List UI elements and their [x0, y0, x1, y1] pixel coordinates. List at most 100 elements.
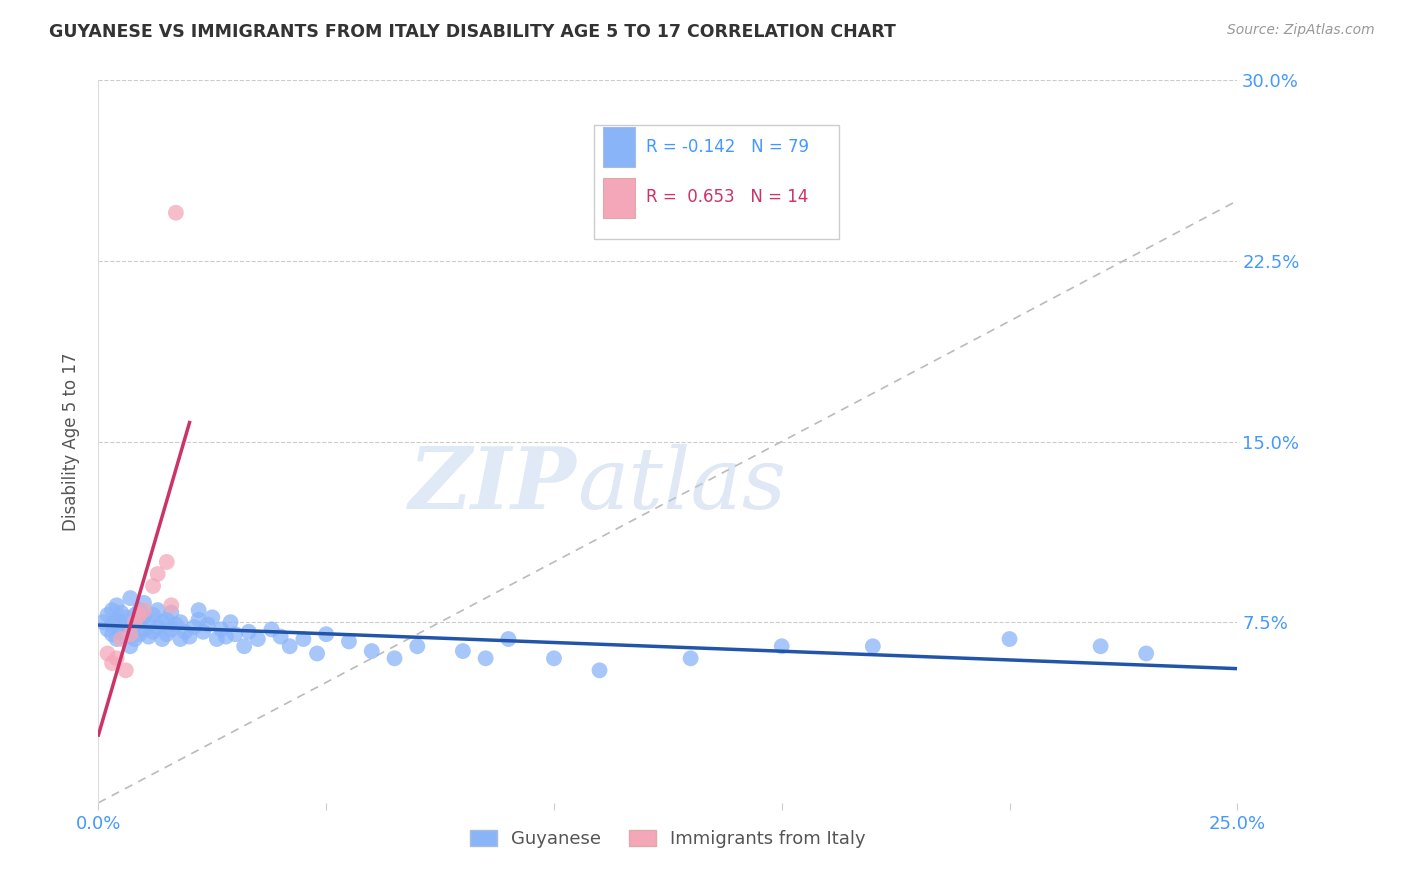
Point: [105, 613, 128, 627]
Point: [315, 627, 337, 641]
Point: [156, 555, 179, 569]
Point: [160, 606, 183, 620]
Point: [160, 623, 183, 637]
Point: [474, 651, 496, 665]
Point: [233, 639, 256, 653]
Legend: Guyanese, Immigrants from Italy: Guyanese, Immigrants from Italy: [463, 822, 873, 855]
Point: [224, 627, 246, 641]
Point: [292, 632, 315, 646]
Point: [110, 632, 132, 646]
Point: [114, 620, 136, 634]
Point: [165, 617, 187, 632]
Point: [179, 630, 201, 644]
Text: R = -0.142   N = 79: R = -0.142 N = 79: [647, 138, 810, 156]
Point: [197, 617, 219, 632]
Point: [110, 606, 132, 620]
Point: [142, 607, 165, 622]
Point: [114, 610, 136, 624]
Point: [588, 664, 610, 678]
Point: [132, 610, 155, 624]
Point: [114, 664, 136, 678]
Point: [146, 603, 169, 617]
Point: [120, 639, 142, 653]
Point: [215, 630, 238, 644]
Point: [187, 613, 209, 627]
Point: [307, 647, 329, 661]
Point: [156, 613, 179, 627]
Point: [360, 644, 382, 658]
Point: [169, 632, 191, 646]
Text: Source: ZipAtlas.com: Source: ZipAtlas.com: [1227, 23, 1375, 37]
Point: [150, 615, 173, 630]
Point: [165, 205, 187, 219]
Point: [124, 617, 146, 632]
Y-axis label: Disability Age 5 to 17: Disability Age 5 to 17: [62, 352, 80, 531]
Point: [114, 630, 136, 644]
Point: [132, 596, 155, 610]
Point: [96, 623, 118, 637]
Point: [193, 624, 215, 639]
FancyBboxPatch shape: [593, 125, 839, 239]
Point: [146, 620, 169, 634]
Point: [174, 624, 197, 639]
Point: [160, 599, 183, 613]
Point: [124, 632, 146, 646]
Text: ZIP: ZIP: [409, 443, 576, 526]
FancyBboxPatch shape: [603, 128, 636, 167]
FancyBboxPatch shape: [603, 178, 636, 218]
Point: [238, 624, 260, 639]
Point: [128, 627, 150, 641]
Point: [679, 651, 702, 665]
Point: [862, 639, 884, 653]
Point: [124, 607, 146, 622]
Point: [142, 624, 165, 639]
Point: [1135, 647, 1157, 661]
Point: [101, 627, 124, 641]
Point: [183, 620, 205, 634]
Point: [205, 632, 228, 646]
Point: [120, 624, 142, 639]
Point: [498, 632, 520, 646]
Point: [209, 623, 232, 637]
Point: [105, 599, 128, 613]
Text: R =  0.653   N = 14: R = 0.653 N = 14: [647, 188, 808, 206]
Point: [260, 623, 283, 637]
Point: [156, 627, 179, 641]
Point: [96, 647, 118, 661]
Point: [138, 630, 160, 644]
Point: [384, 651, 406, 665]
Point: [128, 603, 150, 617]
Text: GUYANESE VS IMMIGRANTS FROM ITALY DISABILITY AGE 5 TO 17 CORRELATION CHART: GUYANESE VS IMMIGRANTS FROM ITALY DISABI…: [49, 23, 896, 41]
Point: [132, 603, 155, 617]
Point: [770, 639, 793, 653]
Point: [543, 651, 565, 665]
Point: [246, 632, 269, 646]
Point: [1090, 639, 1112, 653]
Point: [219, 615, 242, 630]
Point: [451, 644, 474, 658]
Point: [201, 610, 224, 624]
Point: [142, 579, 165, 593]
Point: [169, 615, 191, 630]
Point: [124, 615, 146, 630]
Point: [101, 656, 124, 670]
Point: [278, 639, 301, 653]
Point: [150, 632, 173, 646]
Point: [138, 615, 160, 630]
Point: [128, 607, 150, 622]
Point: [998, 632, 1021, 646]
Point: [132, 623, 155, 637]
Point: [120, 591, 142, 605]
Point: [146, 567, 169, 582]
Point: [187, 603, 209, 617]
Point: [270, 630, 292, 644]
Point: [120, 627, 142, 641]
Point: [105, 651, 128, 665]
Point: [101, 603, 124, 617]
Point: [105, 632, 128, 646]
Point: [110, 615, 132, 630]
Text: atlas: atlas: [576, 443, 786, 526]
Point: [110, 624, 132, 639]
Point: [91, 615, 114, 630]
Point: [128, 613, 150, 627]
